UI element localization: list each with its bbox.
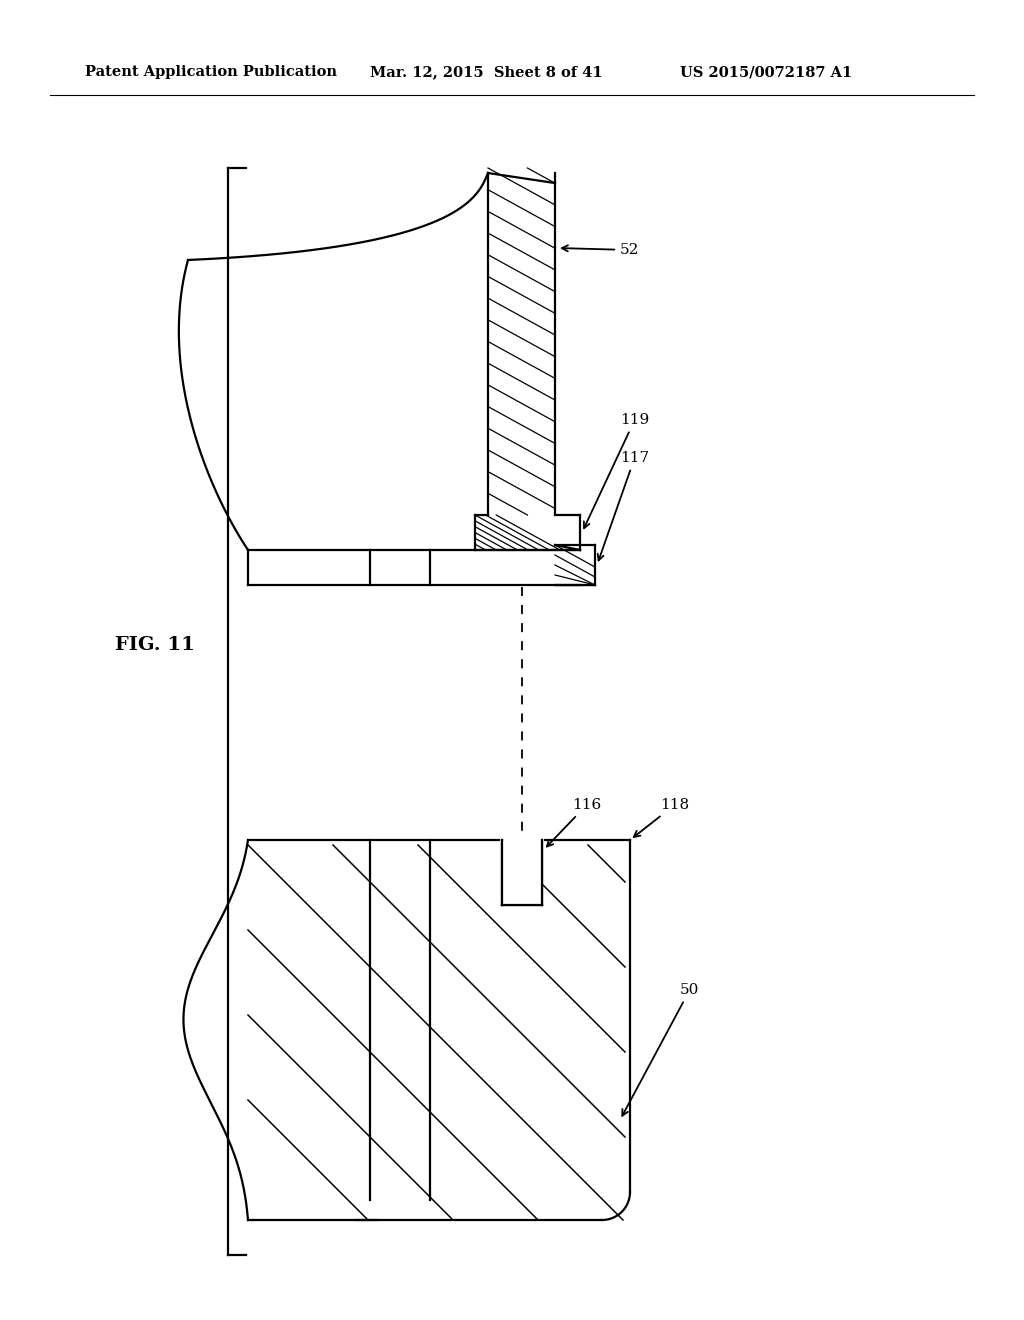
Text: 119: 119: [584, 413, 649, 528]
Text: 118: 118: [634, 799, 689, 837]
Text: US 2015/0072187 A1: US 2015/0072187 A1: [680, 65, 852, 79]
Text: FIG. 11: FIG. 11: [115, 636, 195, 653]
Text: Patent Application Publication: Patent Application Publication: [85, 65, 337, 79]
Text: 117: 117: [598, 451, 649, 561]
Text: 50: 50: [623, 983, 699, 1115]
Bar: [503, 841, 541, 904]
Text: 116: 116: [547, 799, 601, 846]
Text: 52: 52: [562, 243, 639, 257]
Text: Mar. 12, 2015  Sheet 8 of 41: Mar. 12, 2015 Sheet 8 of 41: [370, 65, 603, 79]
